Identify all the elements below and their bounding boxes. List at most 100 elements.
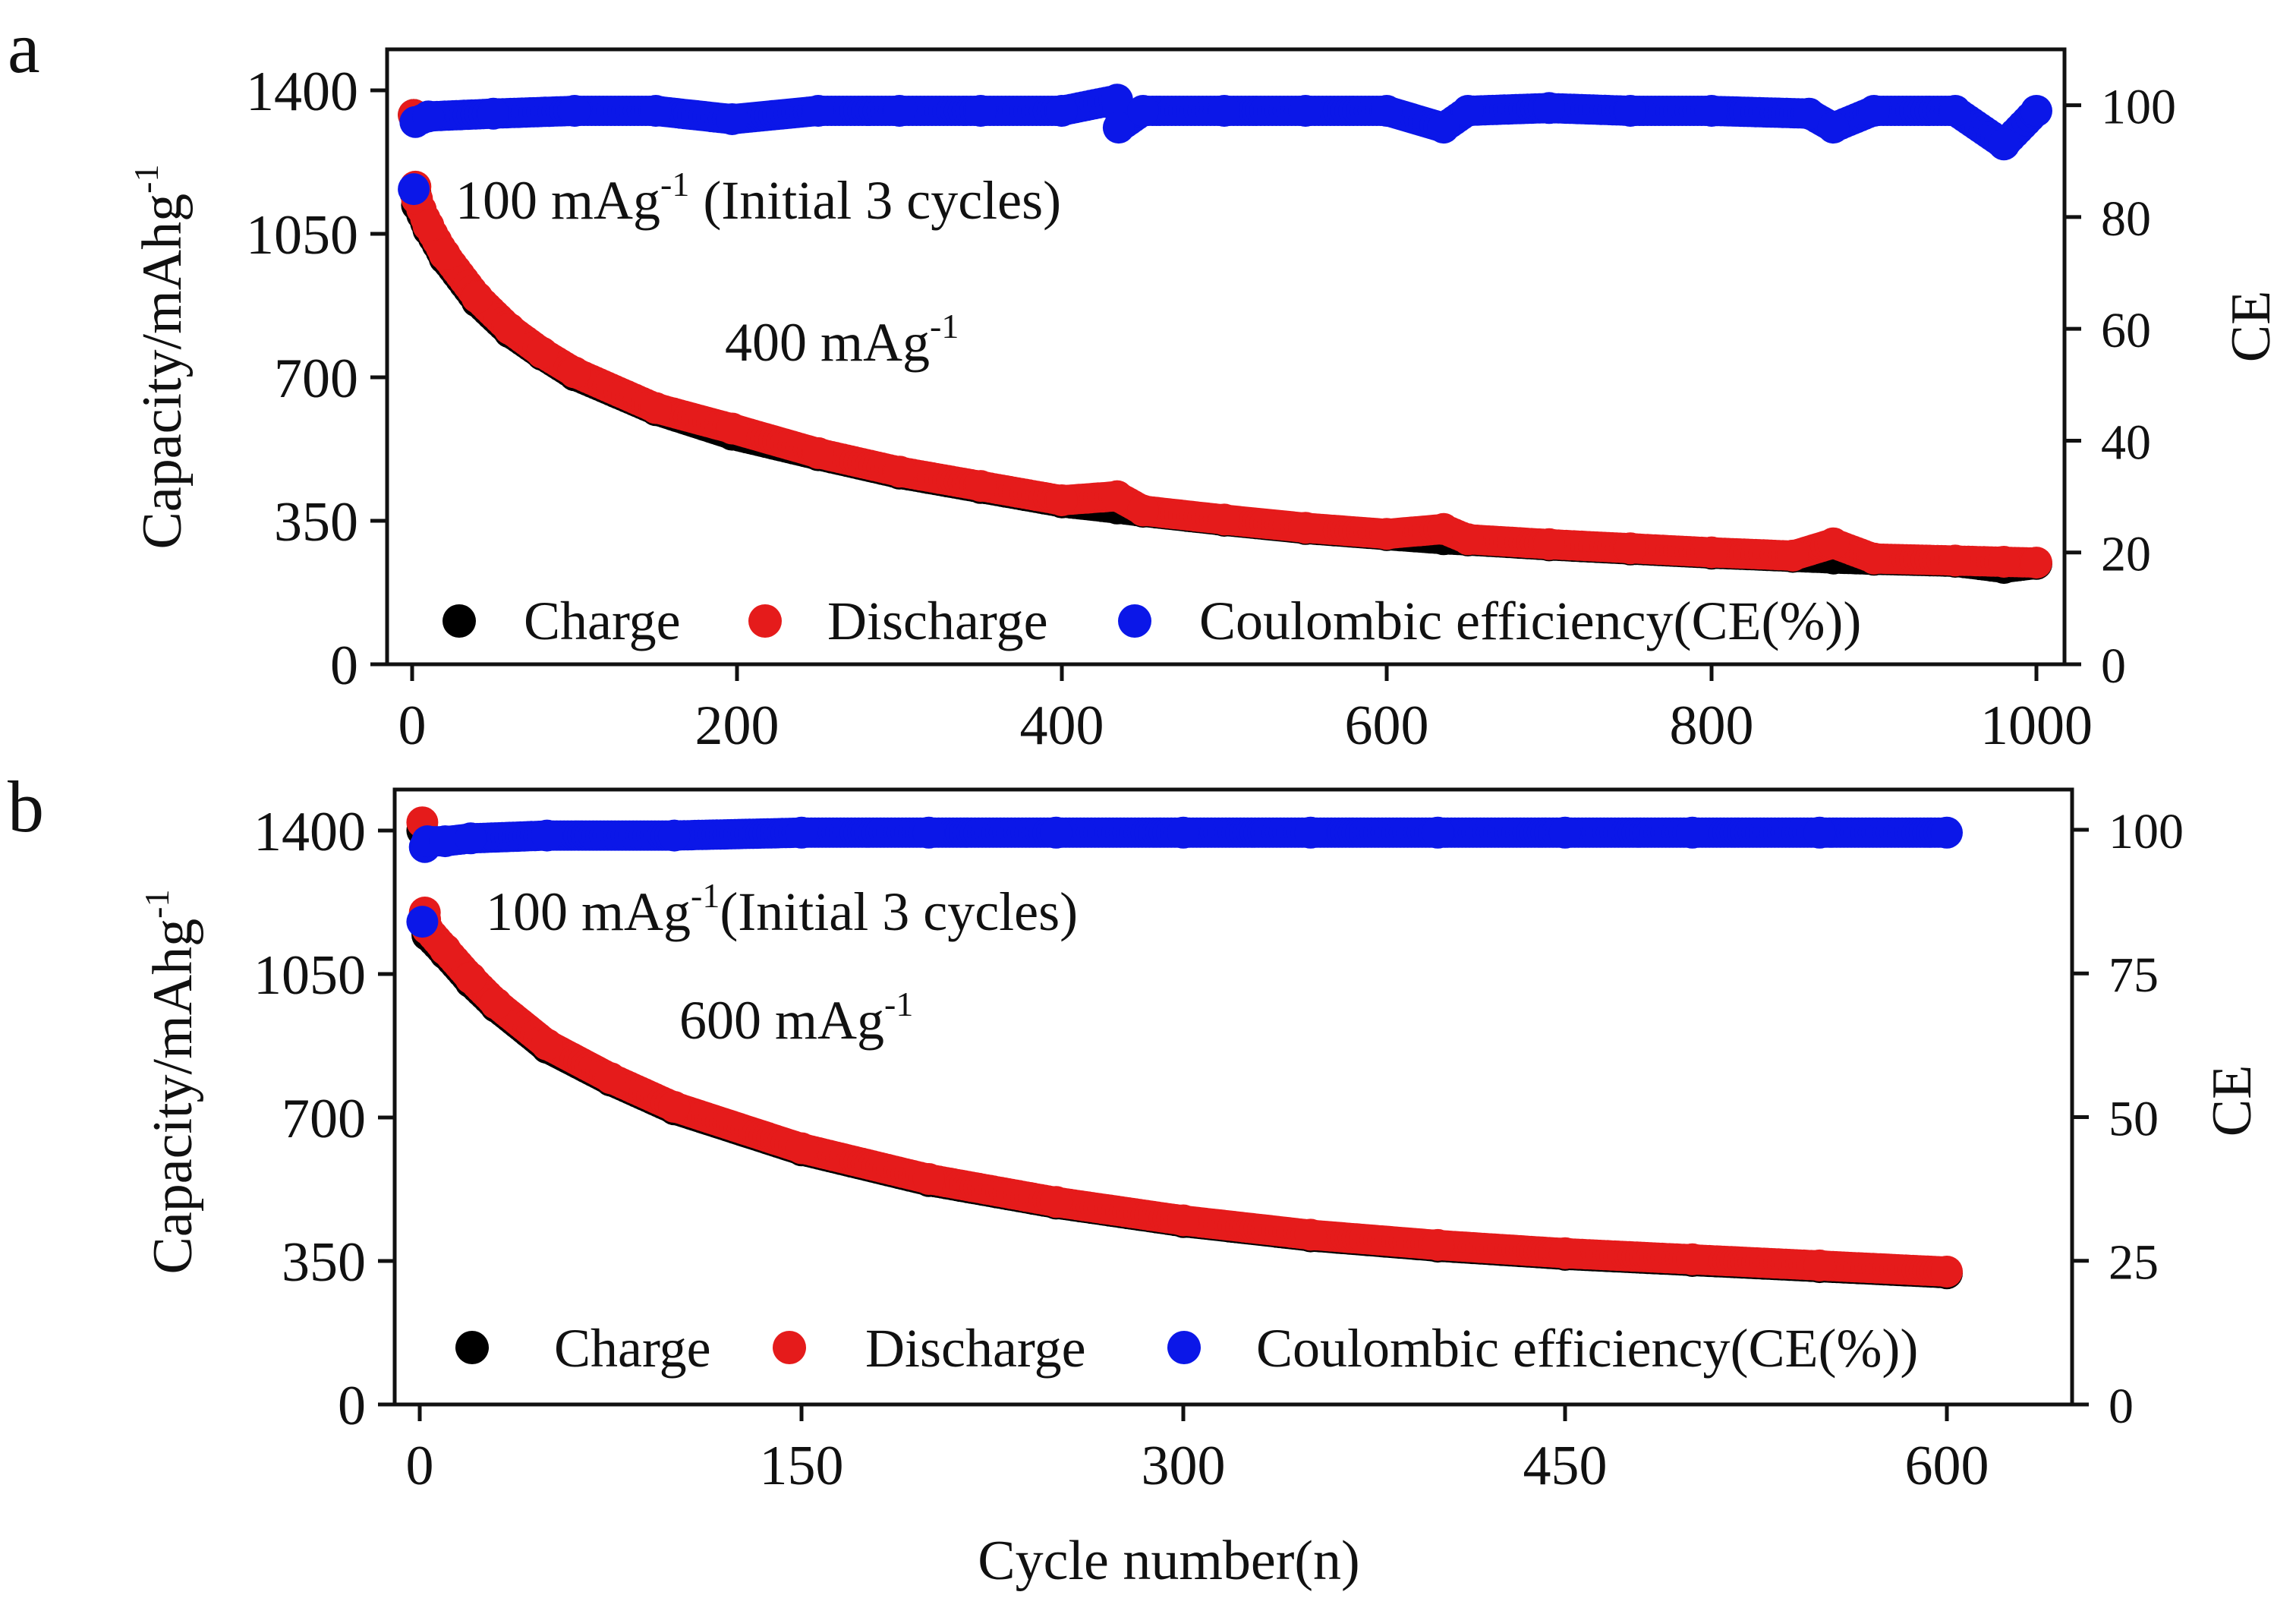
data-point xyxy=(1817,527,1850,560)
data-point xyxy=(1427,512,1460,545)
data-point xyxy=(1858,542,1890,575)
data-point xyxy=(786,1132,817,1165)
y-tick-label: 700 xyxy=(282,1088,366,1150)
data-point xyxy=(559,356,591,389)
data-point xyxy=(1294,1218,1327,1251)
legend-marker-discharge xyxy=(748,604,782,638)
data-point xyxy=(1777,539,1809,572)
legend-label-ce: Coulombic efficiency(CE(%)) xyxy=(1256,1318,1918,1379)
data-point xyxy=(912,1163,945,1195)
data-point xyxy=(1858,95,1890,127)
x-tick-label: 450 xyxy=(1523,1435,1608,1497)
legend-marker-charge xyxy=(443,604,476,638)
data-point xyxy=(531,819,563,852)
data-point xyxy=(1533,528,1565,560)
data-point xyxy=(1696,536,1728,569)
panel-a-ticks: 0 200 400 600 800 100003507001050140002040608… xyxy=(246,61,2176,757)
x-tick-label: 0 xyxy=(406,1435,434,1497)
data-point xyxy=(1294,816,1327,849)
data-point xyxy=(1452,95,1484,127)
data-point xyxy=(640,95,672,127)
legend-label-charge: Charge xyxy=(554,1318,711,1379)
legend-marker-discharge xyxy=(773,1331,806,1364)
data-point xyxy=(1167,816,1199,849)
data-point xyxy=(1208,503,1240,536)
data-point xyxy=(455,962,487,995)
y2-tick-label: 25 xyxy=(2109,1235,2159,1291)
x-tick-label: 0 xyxy=(398,695,427,757)
data-point xyxy=(1427,112,1460,144)
data-point xyxy=(883,456,915,488)
x-tick-label: 800 xyxy=(1670,695,1754,757)
panel-b-series-discharge xyxy=(406,806,1963,1288)
data-point xyxy=(716,412,748,445)
data-point xyxy=(1452,523,1484,556)
data-point xyxy=(716,103,748,135)
data-point xyxy=(1614,95,1646,127)
data-point xyxy=(1208,95,1240,127)
panel-b-series xyxy=(406,806,1963,1290)
x-tick-label: 600 xyxy=(1345,695,1429,757)
x-tick-label: 1000 xyxy=(1980,695,2093,757)
data-point xyxy=(406,906,439,938)
x-tick-label: 400 xyxy=(1020,695,1104,757)
data-point xyxy=(802,95,834,127)
panel-b-x-axis-title: Cycle number(n) xyxy=(978,1530,1359,1592)
data-point xyxy=(429,933,461,966)
y2-tick-label: 80 xyxy=(2101,191,2151,247)
y-tick-label: 1050 xyxy=(254,944,366,1007)
data-point xyxy=(1803,1249,1836,1281)
data-point xyxy=(1371,95,1403,127)
panel-a-annotation-rate: 400 mAg-1 xyxy=(725,307,959,373)
data-point xyxy=(1939,95,1971,127)
y-tick-label: 1400 xyxy=(246,61,358,123)
data-point xyxy=(1614,532,1646,565)
data-point xyxy=(1290,95,1321,127)
y-tick-label: 0 xyxy=(330,635,358,697)
data-point xyxy=(1102,112,1135,144)
y2-tick-label: 20 xyxy=(2101,527,2151,582)
data-point xyxy=(455,822,487,855)
legend-marker-ce xyxy=(1118,604,1151,638)
data-point xyxy=(531,1028,563,1061)
panel-b-ticks: 0 150 300 450 600 0 350 700 1050 1400 0 25 50 75 100 xyxy=(254,801,2184,1497)
data-point xyxy=(1422,816,1454,849)
panel-a-series xyxy=(398,84,2052,585)
y-tick-label: 0 xyxy=(338,1375,366,1437)
panel-a-y2-axis-title: CE xyxy=(2220,291,2282,363)
panel-a-letter: a xyxy=(8,7,40,88)
data-point xyxy=(1931,1256,1963,1288)
y2-tick-label: 50 xyxy=(2109,1091,2159,1146)
y2-tick-label: 75 xyxy=(2109,947,2159,1003)
data-point xyxy=(526,336,559,369)
data-point xyxy=(1676,816,1709,849)
legend-label-discharge: Discharge xyxy=(827,591,1048,651)
data-point xyxy=(1549,816,1581,849)
data-point xyxy=(428,238,461,270)
data-point xyxy=(786,816,817,849)
data-point xyxy=(1290,512,1321,544)
data-point xyxy=(429,825,461,858)
panel-a-plot-frame xyxy=(385,47,2067,667)
data-point xyxy=(912,816,945,849)
data-point xyxy=(1817,112,1850,144)
data-point xyxy=(1046,484,1078,516)
data-point xyxy=(1371,518,1403,550)
y-tick-label: 350 xyxy=(282,1231,366,1294)
data-point xyxy=(640,392,672,424)
data-point xyxy=(1533,92,1565,125)
data-point xyxy=(1040,1186,1072,1218)
panel-b-letter: b xyxy=(8,766,44,847)
panel-a: 0 200 400 600 800 100003507001050140002040608… xyxy=(127,47,2282,757)
x-tick-label: 600 xyxy=(1905,1435,1989,1497)
data-point xyxy=(493,313,526,345)
data-point xyxy=(559,95,591,127)
legend-marker-charge xyxy=(455,1331,489,1364)
panel-b: 0 150 300 450 600 0 350 700 1050 1400 0 25 50 75 100 1… xyxy=(137,787,2263,1592)
data-point xyxy=(2020,547,2052,579)
panel-b-plot-frame xyxy=(392,787,2074,1407)
data-point xyxy=(1931,816,1963,849)
panel-a-y-axis-title: Capacity/mAhg-1 xyxy=(127,165,194,550)
data-point xyxy=(2020,95,2052,127)
